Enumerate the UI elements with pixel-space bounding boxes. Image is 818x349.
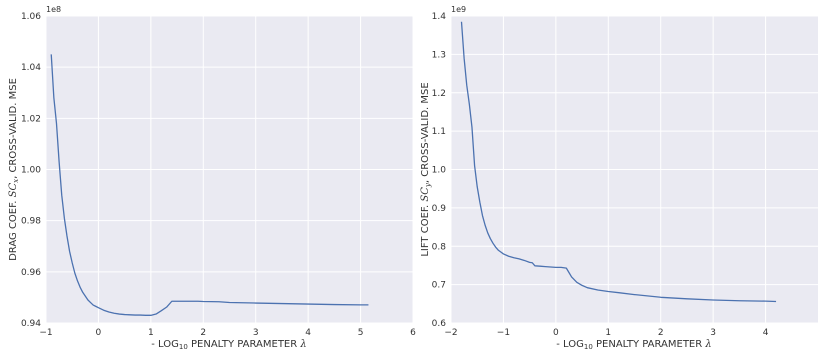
y-tick-label: 1.00: [21, 166, 41, 176]
axis-label-part: λ: [704, 339, 711, 349]
y-tick-label: 1.02: [21, 114, 41, 124]
y-tick-label: 0.94: [21, 319, 41, 329]
y-tick-label: 0.7: [432, 281, 446, 291]
axis-label-part: - LOG: [151, 339, 179, 349]
x-tick-label: 4: [763, 328, 769, 338]
axis-label-part: SC: [8, 183, 19, 198]
y-axis-label: LIFT COEF. SCy, CROSS-VALID. MSE: [420, 82, 432, 256]
y-tick-label: 1.06: [21, 12, 41, 22]
y-tick-label: 1.3: [432, 50, 446, 60]
x-tick-label: 1: [148, 328, 154, 338]
axis-label-part: λ: [299, 339, 306, 349]
axis-label-part: 10: [584, 343, 593, 349]
x-tick-label: 4: [305, 328, 311, 338]
drag-coefficient-chart: −1 0 1 2 3 4 5 6 0.94 0.96 0.98 1.00 1.02 1.04 1.06 1e8…: [8, 5, 416, 349]
axis-label-part: LIFT COEF.: [420, 202, 431, 257]
x-tick-label: −1: [39, 328, 52, 338]
axis-label-part: PENALTY PARAMETER: [188, 339, 301, 349]
x-tick-label: 0: [96, 328, 102, 338]
axis-label-part: y: [424, 182, 432, 188]
y-tick-label: 1.04: [21, 63, 41, 73]
axis-label-part: PENALTY PARAMETER: [593, 339, 706, 349]
x-tick-label: 6: [410, 328, 416, 338]
y-tick-label: 0.6: [432, 319, 447, 329]
x-tick-label: 3: [710, 328, 716, 338]
x-tick-label: 3: [253, 328, 259, 338]
x-tick-label: 2: [200, 328, 206, 338]
y-tick-label: 0.8: [432, 242, 447, 252]
x-tick-label: 2: [658, 328, 664, 338]
axis-label-part: , CROSS-VALID. MSE: [420, 82, 431, 183]
y-axis-label: DRAG COEF. SCx, CROSS-VALID. MSE: [8, 78, 20, 261]
x-tick-label: 1: [605, 328, 611, 338]
x-tick-label: −1: [497, 328, 510, 338]
y-tick-label: 1.2: [432, 89, 446, 99]
axis-label-part: , CROSS-VALID. MSE: [8, 78, 19, 179]
y-tick-label: 0.9: [432, 204, 447, 214]
x-tick-label: 5: [358, 328, 364, 338]
axis-label-part: x: [12, 179, 20, 183]
x-tick-label: 0: [553, 328, 559, 338]
series-line: [460, 21, 777, 303]
x-axis-label: - LOG10 PENALTY PARAMETER λ: [556, 339, 711, 349]
axis-label-part: SC: [420, 187, 431, 202]
y-offset-text: 1e8: [46, 5, 61, 14]
y-tick-label: 1.4: [432, 12, 447, 22]
y-tick-label: 0.96: [21, 268, 41, 278]
x-axis-label: - LOG10 PENALTY PARAMETER λ: [151, 339, 306, 349]
y-tick-label: 0.98: [21, 217, 41, 227]
series-line: [50, 54, 369, 316]
y-tick-label: 1.1: [432, 127, 446, 137]
axis-label-part: 10: [179, 343, 188, 349]
axis-label-part: - LOG: [556, 339, 584, 349]
x-tick-label: −2: [444, 328, 457, 338]
y-tick-label: 1.0: [432, 166, 447, 176]
lift-coefficient-chart: −2 −1 0 1 2 3 4 0.6 0.7 0.8 0.9 1.0 1.1 1.2 1.3 1.4 1e9 -…: [420, 5, 818, 349]
y-offset-text: 1e9: [451, 5, 466, 14]
axis-label-part: DRAG COEF.: [8, 197, 19, 261]
